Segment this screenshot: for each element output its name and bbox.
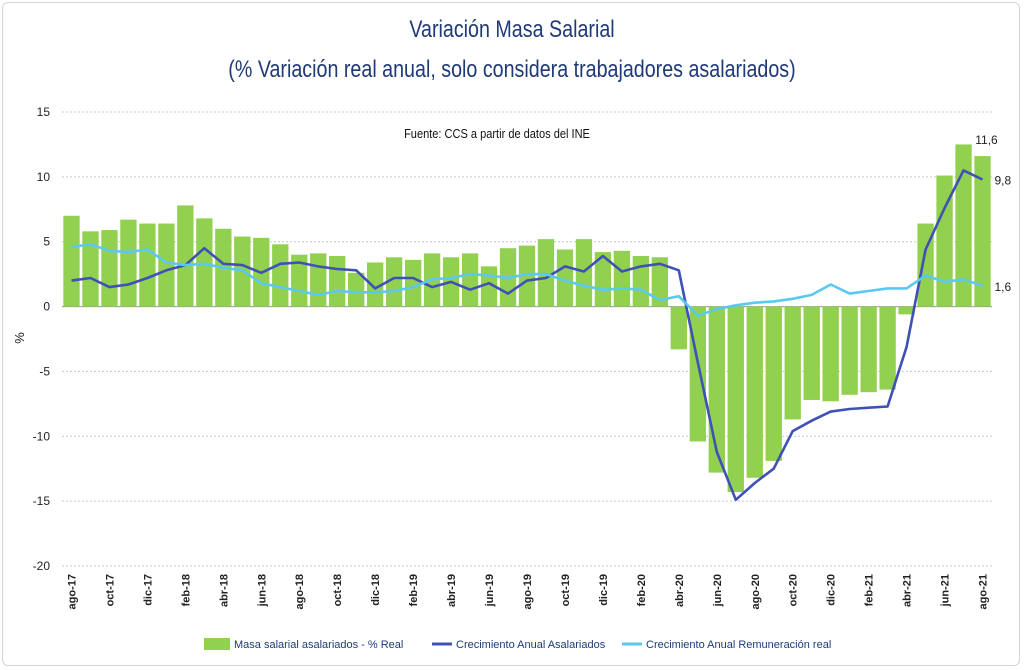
data-label: 11,6 xyxy=(975,133,998,147)
bar xyxy=(196,218,213,307)
bar xyxy=(461,253,479,307)
bar xyxy=(82,231,99,307)
x-tick-label: feb-19 xyxy=(408,574,420,606)
bar-series xyxy=(63,144,991,493)
y-axis-label: % xyxy=(12,332,27,344)
bar xyxy=(765,306,782,461)
x-tick-label: ago-20 xyxy=(750,574,762,609)
bar xyxy=(746,306,763,478)
x-tick-label: abr-20 xyxy=(674,574,686,607)
x-tick-label: ago-18 xyxy=(294,574,306,609)
bar xyxy=(803,306,820,400)
series-line-2 xyxy=(71,243,983,318)
x-axis: ago-17 oct-17 dic-17 feb-18 abr-18 jun-18 ago-… xyxy=(66,574,989,609)
bar xyxy=(101,230,118,307)
bar xyxy=(860,306,877,393)
bar xyxy=(879,306,896,390)
bar xyxy=(594,252,612,307)
x-tick-label: dic-17 xyxy=(142,574,154,606)
x-tick-label: feb-21 xyxy=(864,574,876,606)
chart-subtitle: (% Variación real anual, solo considera … xyxy=(228,56,796,83)
x-tick-label: dic-18 xyxy=(370,574,382,606)
bar xyxy=(158,223,175,307)
bar xyxy=(632,255,650,307)
series-line-1 xyxy=(71,169,984,502)
bar xyxy=(120,219,137,307)
chart-title: Variación Masa Salarial xyxy=(409,16,615,43)
y-tick-label: 0 xyxy=(43,300,50,314)
bar xyxy=(139,223,156,307)
x-tick-label: oct-19 xyxy=(560,574,572,606)
x-tick-label: feb-18 xyxy=(180,574,192,606)
bar xyxy=(404,259,422,307)
source-note: Fuente: CCS a partir de datos del INE xyxy=(404,126,590,141)
bar xyxy=(917,223,934,307)
x-tick-label: oct-18 xyxy=(332,574,344,606)
bar xyxy=(291,254,308,307)
y-tick-label: -15 xyxy=(33,494,51,508)
x-tick-label: oct-17 xyxy=(104,574,116,606)
bar xyxy=(329,255,346,307)
bar xyxy=(936,175,953,307)
x-tick-label: ago-19 xyxy=(522,574,534,609)
bar xyxy=(784,306,801,420)
data-label: 1,6 xyxy=(995,280,1012,294)
y-tick-label: -5 xyxy=(39,364,50,378)
data-annotations: 11,6 9,8 1,6 xyxy=(975,133,1011,294)
bar xyxy=(841,306,858,395)
bar xyxy=(670,306,687,350)
bar xyxy=(822,306,839,402)
x-tick-label: dic-19 xyxy=(598,574,610,606)
bar xyxy=(518,245,536,307)
bar xyxy=(575,239,593,307)
x-tick-label: abr-19 xyxy=(446,574,458,607)
x-tick-label: dic-20 xyxy=(826,574,838,606)
legend: Masa salarial asalariados - % Real Crecim… xyxy=(204,638,831,651)
y-tick-label: 5 xyxy=(43,235,50,249)
bar xyxy=(651,257,669,307)
x-tick-label: jun-19 xyxy=(484,574,496,607)
bar xyxy=(348,272,365,307)
y-tick-label: 15 xyxy=(37,105,51,119)
x-tick-label: jun-20 xyxy=(712,574,724,607)
bar xyxy=(898,306,915,315)
y-tick-label: 10 xyxy=(37,170,51,184)
x-tick-label: ago-17 xyxy=(66,574,78,609)
y-axis: 15 10 5 0 -5 -10 -15 -20 xyxy=(33,105,51,573)
data-label: 9,8 xyxy=(995,173,1012,187)
bar xyxy=(310,253,327,307)
bar xyxy=(272,244,289,307)
bar xyxy=(63,215,80,307)
bar xyxy=(367,262,384,307)
bar xyxy=(974,156,991,307)
legend-label: Crecimiento Anual Remuneración real xyxy=(646,639,831,651)
y-tick-label: -10 xyxy=(33,429,51,443)
legend-label: Masa salarial asalariados - % Real xyxy=(234,639,403,651)
bar xyxy=(613,250,631,307)
bar xyxy=(385,257,403,307)
bar xyxy=(689,306,706,442)
bar xyxy=(177,205,194,307)
x-tick-label: feb-20 xyxy=(636,574,648,606)
x-tick-label: ago-21 xyxy=(978,574,990,609)
x-tick-label: jun-18 xyxy=(256,574,268,607)
x-tick-label: jun-21 xyxy=(940,574,952,607)
legend-swatch xyxy=(204,638,230,650)
x-tick-label: abr-21 xyxy=(902,574,914,607)
x-tick-label: abr-18 xyxy=(218,574,230,607)
y-tick-label: -20 xyxy=(33,559,51,573)
bar xyxy=(955,144,972,307)
bar xyxy=(556,249,574,307)
x-tick-label: oct-20 xyxy=(788,574,800,606)
legend-label: Crecimiento Anual Asalariados xyxy=(456,639,606,651)
line-series xyxy=(71,169,984,502)
bar xyxy=(727,306,744,493)
